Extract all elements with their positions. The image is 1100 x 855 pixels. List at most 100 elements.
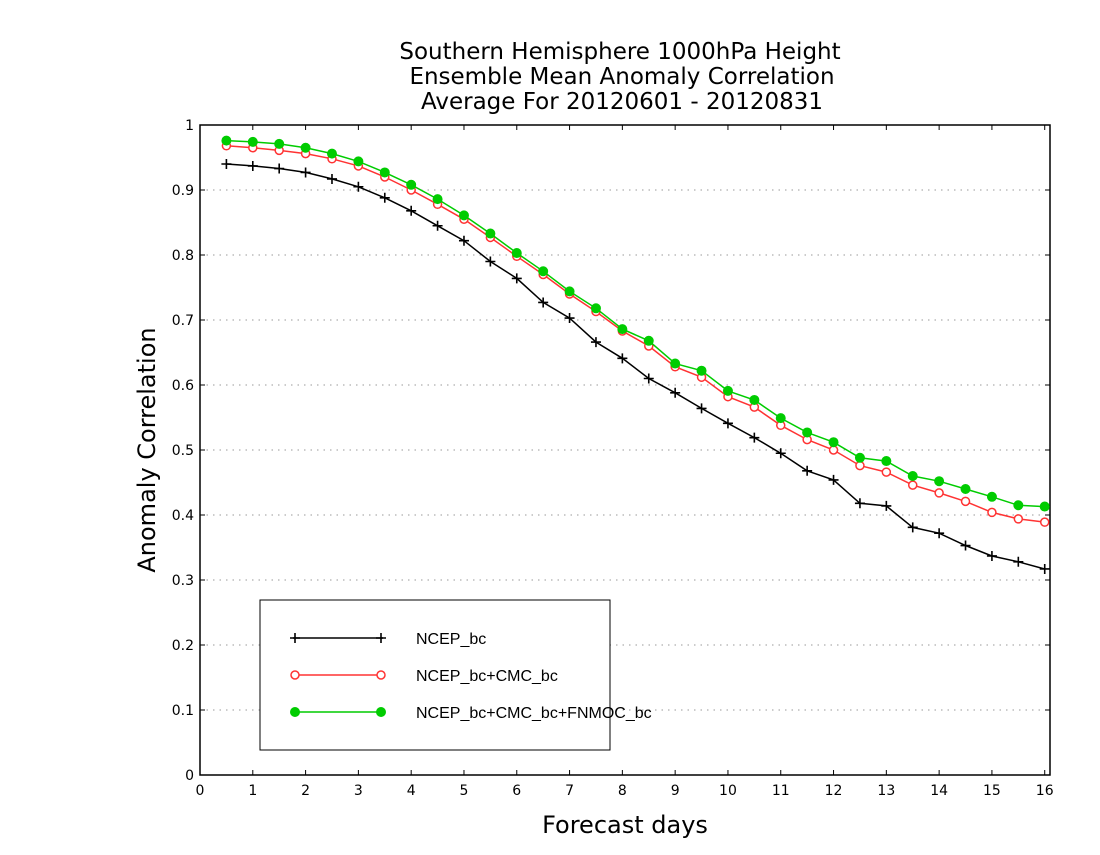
- series-ncep-bc-cmc-bc-fnmoc-bc: [221, 135, 1050, 512]
- x-tick-label: 13: [877, 783, 895, 799]
- x-tick-label: 9: [671, 783, 680, 799]
- data-point: [538, 297, 549, 308]
- data-point: [353, 156, 364, 167]
- title-line-2: Ensemble Mean Anomaly Correlation: [409, 64, 834, 90]
- data-point: [326, 173, 337, 184]
- data-point: [485, 228, 496, 239]
- legend-marker: [376, 707, 386, 717]
- data-point: [379, 167, 390, 178]
- data-point: [326, 148, 337, 159]
- legend-item-ncep-bc-cmc-bc: NCEP_bc+CMC_bc: [290, 668, 558, 685]
- data-point: [458, 235, 469, 246]
- x-tick-label: 4: [407, 783, 416, 799]
- y-tick-label: 0.5: [172, 443, 194, 459]
- legend-marker: [290, 633, 300, 643]
- data-point: [986, 491, 997, 502]
- y-tick-label: 0.7: [172, 313, 194, 329]
- y-tick-label: 1: [185, 118, 194, 134]
- data-point: [643, 335, 654, 346]
- data-point: [722, 418, 733, 429]
- data-point: [564, 313, 575, 324]
- data-point: [1039, 517, 1050, 527]
- x-tick-label: 12: [825, 783, 843, 799]
- data-point: [749, 394, 760, 405]
- legend-marker: [290, 670, 300, 680]
- y-axis-label: Anomaly Correlation: [133, 327, 161, 572]
- data-point: [670, 358, 681, 369]
- series-line-ncep-bc-cmc-bc: [226, 145, 1045, 523]
- data-point: [802, 427, 813, 438]
- data-point: [274, 163, 285, 174]
- data-point: [590, 303, 601, 314]
- legend: NCEP_bc NCEP_bc+CMC_bc NCEP_bc+CMC_bc+FNMO…: [259, 599, 652, 751]
- data-point: [696, 365, 707, 376]
- data-point: [670, 387, 681, 398]
- data-point: [1013, 556, 1024, 567]
- x-tick-label: 10: [719, 783, 737, 799]
- data-point: [749, 432, 760, 443]
- data-point: [221, 159, 232, 169]
- x-tick-label: 15: [983, 783, 1001, 799]
- legend-label: NCEP_bc+CMC_bc: [416, 668, 558, 685]
- data-point: [432, 194, 443, 205]
- data-point: [274, 138, 285, 149]
- data-point: [828, 437, 839, 448]
- data-point: [907, 480, 918, 490]
- x-tick-label: 2: [301, 783, 310, 799]
- data-point: [881, 456, 892, 467]
- legend-marker: [290, 707, 300, 717]
- data-point: [881, 500, 892, 511]
- data-point: [775, 413, 786, 424]
- data-point: [564, 286, 575, 297]
- data-point: [987, 507, 997, 518]
- data-point: [379, 192, 390, 203]
- legend-label: NCEP_bc: [416, 631, 486, 648]
- data-point: [960, 484, 971, 494]
- legend-item-ncep-bc-cmc-bc-fnmoc-bc: NCEP_bc+CMC_bc+FNMOC_bc: [290, 705, 652, 722]
- data-point: [802, 465, 813, 476]
- y-axis-ticks: 0 0.1 0.2 0.3 0.4 0.5 0.6 0.7 0.8 0.9 1: [172, 118, 1050, 784]
- data-point: [960, 540, 971, 551]
- data-point: [854, 498, 865, 509]
- x-tick-label: 7: [565, 783, 574, 799]
- data-point: [353, 181, 364, 192]
- data-point: [881, 467, 892, 477]
- series-line-ncep-bc-cmc-bc-fnmoc-bc: [226, 139, 1045, 508]
- data-point: [960, 496, 971, 507]
- x-tick-label: 0: [196, 783, 205, 799]
- series-ncep-bc: [221, 159, 1050, 574]
- data-point: [1013, 514, 1024, 524]
- data-point: [1039, 501, 1050, 512]
- data-point: [934, 528, 945, 539]
- data-point: [458, 210, 469, 221]
- x-axis-label: Forecast days: [542, 811, 708, 839]
- legend-marker: [376, 633, 386, 643]
- data-point: [986, 550, 997, 561]
- data-point: [934, 476, 945, 487]
- data-point: [511, 248, 522, 259]
- data-point: [1013, 500, 1024, 511]
- series-ncep-bc-cmc-bc: [221, 141, 1050, 527]
- chart-title: Southern Hemisphere 1000hPa Height Ensem…: [399, 39, 840, 115]
- data-point: [643, 373, 654, 384]
- data-point: [828, 474, 839, 485]
- data-point: [934, 488, 944, 498]
- x-tick-label: 5: [460, 783, 469, 799]
- data-point: [907, 471, 918, 481]
- data-point: [696, 403, 707, 414]
- y-tick-label: 0.8: [172, 248, 194, 264]
- series-layer: [221, 135, 1050, 574]
- title-line-1: Southern Hemisphere 1000hPa Height: [399, 39, 840, 65]
- x-tick-label: 14: [930, 783, 948, 799]
- data-point: [485, 256, 496, 267]
- title-line-3: Average For 20120601 - 20120831: [421, 89, 823, 115]
- y-tick-label: 0.6: [172, 378, 194, 394]
- y-tick-label: 0.2: [172, 638, 194, 654]
- data-point: [775, 448, 786, 459]
- x-tick-label: 6: [512, 783, 521, 799]
- y-tick-label: 0.1: [172, 703, 194, 719]
- legend-label: NCEP_bc+CMC_bc+FNMOC_bc: [416, 705, 652, 722]
- data-point: [406, 179, 417, 190]
- data-point: [854, 452, 865, 463]
